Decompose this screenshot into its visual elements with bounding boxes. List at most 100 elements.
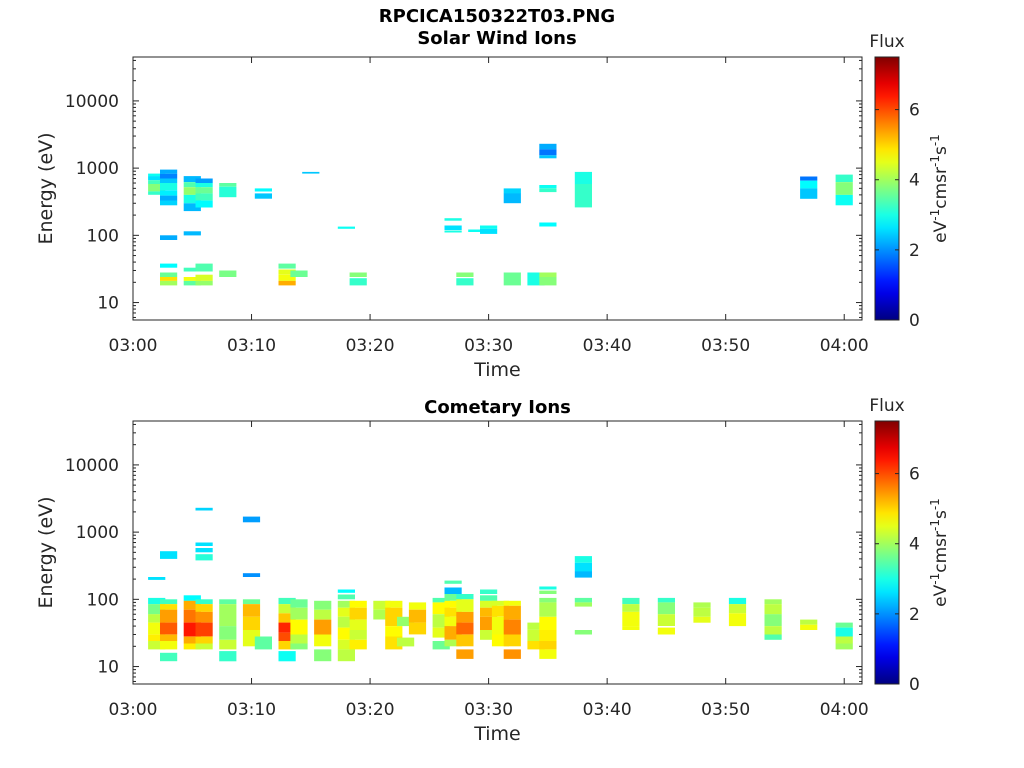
spectrogram-cell [337, 616, 355, 628]
spectrogram-cell [337, 600, 355, 608]
spectrogram-cell [539, 277, 557, 286]
spectrogram-cell [539, 616, 557, 630]
spectrogram-cell [219, 186, 237, 198]
spectrogram-cell [183, 182, 201, 188]
spectrogram-cell [160, 190, 178, 196]
spectrogram-cell [183, 643, 201, 650]
spectrogram-cell [456, 278, 474, 286]
spectrogram-cell [503, 188, 521, 194]
spectrogram-cell [337, 594, 355, 600]
spectrogram-cell [195, 183, 213, 188]
spectrogram-cell [219, 651, 237, 662]
spectrogram-cell [219, 639, 237, 650]
spectrogram-cell [254, 193, 272, 199]
spectrogram-cell [800, 624, 818, 630]
spectrogram-cell [408, 609, 427, 623]
y-tick-label: 100 [87, 590, 119, 610]
spectrogram-cell [503, 600, 521, 606]
spectrogram-cell [278, 651, 296, 662]
spectrogram-cell [444, 616, 462, 627]
spectrogram-cell [290, 599, 308, 608]
spectrogram-cell [373, 600, 391, 610]
x-tick-label: 03:40 [583, 700, 632, 720]
spectrogram-cell [574, 556, 592, 563]
spectrogram-cell [764, 626, 782, 635]
y-tick-label: 10000 [65, 92, 119, 112]
x-tick-label: 03:10 [227, 700, 276, 720]
spectrogram-cell [574, 171, 592, 185]
x-tick-label: 03:00 [109, 336, 158, 356]
spectrogram-cell [219, 604, 237, 627]
spectrogram-cell [183, 267, 201, 272]
spectrogram-cell [657, 627, 675, 635]
spectrogram-cell [444, 218, 462, 221]
y-tick-label: 1000 [76, 523, 119, 543]
spectrogram-cell [195, 280, 213, 286]
spectrogram-cell [480, 228, 498, 234]
spectrogram-cell [539, 602, 557, 617]
x-tick-label: 04:00 [820, 700, 869, 720]
spectrogram-cell [278, 632, 296, 641]
colorbar [874, 56, 900, 321]
spectrogram-cell [349, 272, 367, 277]
spectrogram-cell [183, 636, 201, 644]
spectrogram-cell [539, 630, 557, 641]
spectrogram-cell [728, 604, 747, 614]
spectrogram-cell [480, 595, 498, 601]
spectrogram-cell [219, 183, 237, 187]
colorbar-unit-label: eV-1cmsr-1s-1 [928, 498, 951, 607]
spectrogram-cell [657, 602, 675, 615]
spectrogram-cell [148, 614, 166, 623]
spectrogram-cell [160, 235, 178, 240]
spectrogram-cell [242, 516, 261, 523]
spectrogram-cell [503, 634, 521, 647]
y-tick-label: 10 [97, 294, 119, 314]
spectrogram-cell [337, 607, 355, 617]
spectrogram-cell [622, 626, 640, 630]
spectrogram-cell [160, 173, 178, 179]
spectrogram-cell [728, 597, 747, 605]
spectrogram-cell [432, 627, 450, 638]
spectrogram-cell [242, 573, 261, 577]
plot-frame [132, 56, 863, 321]
spectrogram-cell [385, 626, 403, 637]
spectrogram-cell [290, 643, 308, 650]
spectrogram-cell [480, 225, 498, 229]
spectrogram-cell [444, 225, 462, 230]
colorbar-tick-label: 6 [909, 101, 920, 121]
spectrogram-cell [183, 277, 201, 281]
spectrogram-cell [444, 639, 462, 647]
spectrogram-cell [160, 169, 178, 174]
spectrogram-cell [835, 182, 853, 195]
spectrogram-cell [183, 231, 201, 236]
spectrogram-cell [160, 272, 178, 277]
colorbar-tick-label: 0 [909, 675, 920, 695]
spectrogram-cell [622, 597, 640, 605]
spectrogram-cell [574, 597, 592, 603]
x-tick-label: 03:50 [701, 336, 750, 356]
spectrogram-cell [764, 614, 782, 626]
spectrogram-cell [148, 184, 166, 192]
spectrogram-cell [432, 641, 450, 650]
spectrogram-cell [456, 599, 474, 612]
spectrogram-cell [160, 641, 178, 650]
spectrogram-cell [148, 180, 166, 184]
spectrogram-cell [728, 613, 747, 627]
spectrogram-cell [148, 622, 166, 635]
spectrogram-cell [278, 604, 296, 614]
spectrogram-cell [148, 191, 166, 195]
spectrogram-cell [219, 626, 237, 640]
spectrogram-cell [480, 589, 498, 594]
spectrogram-cell [539, 143, 557, 150]
spectrogram-cell [835, 643, 853, 650]
spectrogram-cell [160, 551, 178, 559]
spectrogram-cell [195, 604, 213, 612]
spectrogram-cell [622, 604, 640, 612]
spectrogram-cell [444, 580, 462, 584]
spectrogram-cell [337, 226, 355, 229]
spectrogram-cell [290, 607, 308, 620]
spectrogram-cell [480, 630, 498, 640]
spectrogram-cell [242, 616, 261, 630]
spectrogram-cell [468, 229, 486, 232]
spectrogram-cell [278, 269, 296, 275]
